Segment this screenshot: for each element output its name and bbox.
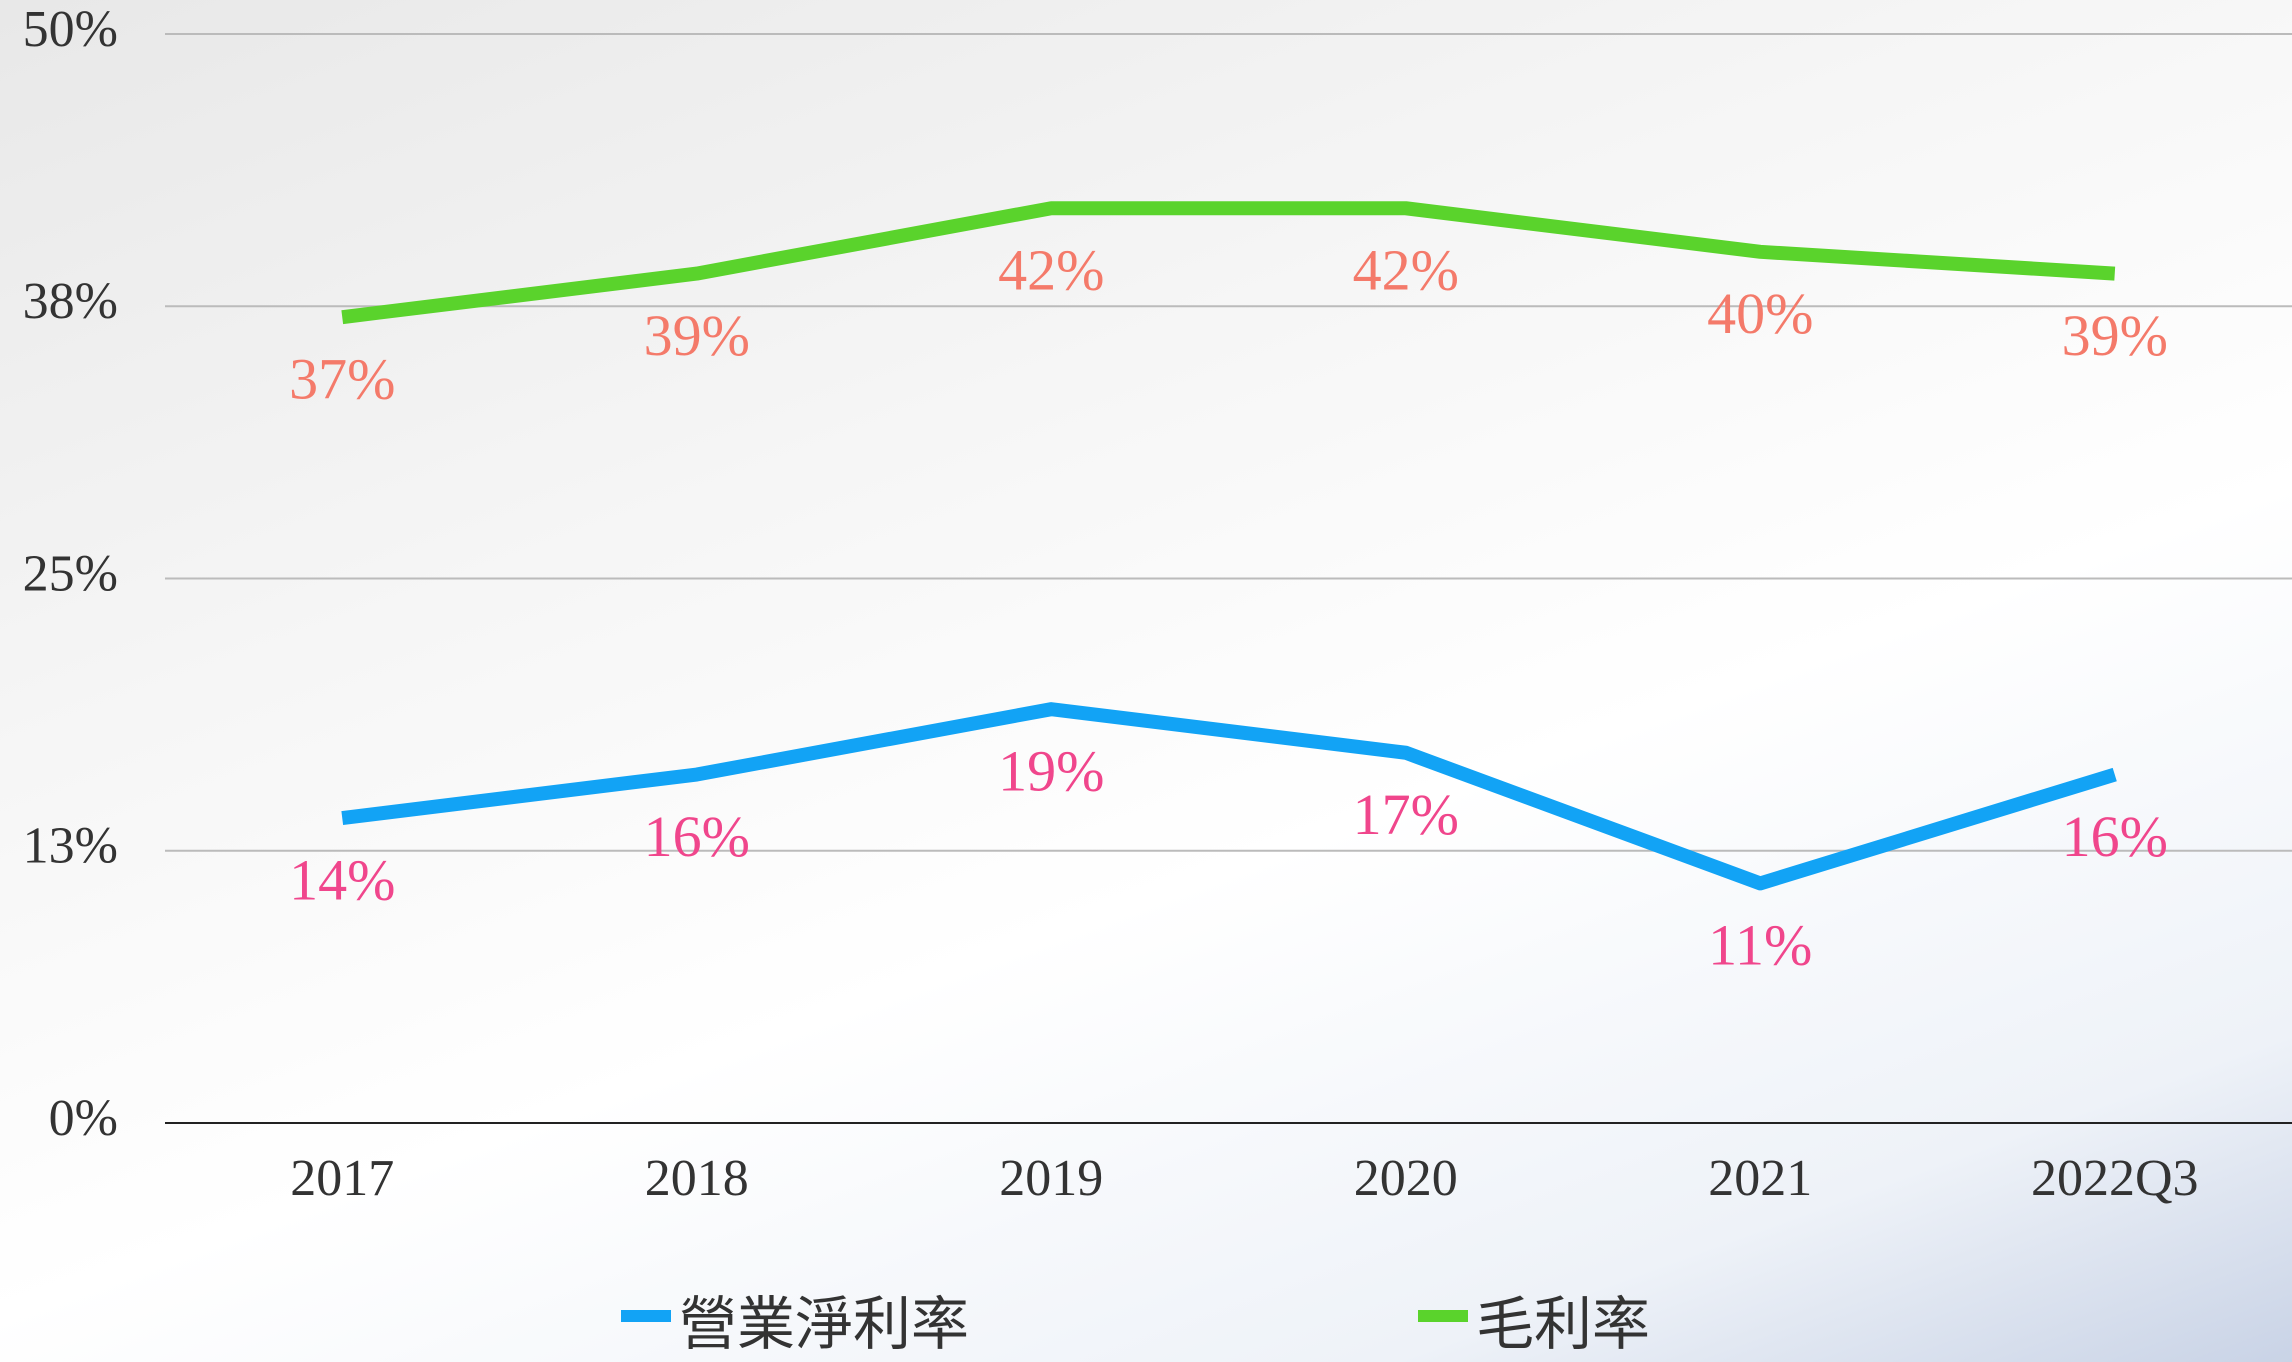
legend-label: 毛利率 <box>1476 1290 1650 1358</box>
x-tick-label: 2019 <box>999 1150 1103 1207</box>
data-label: 11% <box>1708 913 1812 978</box>
x-tick-label: 2022Q3 <box>2031 1150 2199 1207</box>
y-tick-label: 0% <box>49 1090 118 1147</box>
x-tick-label: 2020 <box>1354 1150 1458 1207</box>
data-label: 16% <box>644 804 750 869</box>
data-label: 39% <box>2062 303 2168 368</box>
data-label: 42% <box>998 238 1104 303</box>
series-line <box>341 201 2116 325</box>
data-label: 19% <box>998 738 1104 803</box>
x-tick-label: 2021 <box>1708 1150 1812 1207</box>
legend-label: 營業淨利率 <box>679 1290 969 1358</box>
data-label: 14% <box>289 847 395 912</box>
legend-swatch <box>621 1310 671 1322</box>
data-label: 16% <box>2062 804 2168 869</box>
y-tick-label: 38% <box>23 273 118 330</box>
y-tick-label: 50% <box>23 1 118 58</box>
data-label: 37% <box>289 346 395 411</box>
data-label: 42% <box>1353 238 1459 303</box>
y-tick-label: 25% <box>23 545 118 602</box>
legend-swatch <box>1418 1310 1468 1322</box>
data-label: 39% <box>644 303 750 368</box>
x-tick-label: 2017 <box>290 1150 394 1207</box>
series-line <box>341 702 2117 891</box>
data-label: 17% <box>1353 782 1459 847</box>
x-tick-label: 2018 <box>645 1150 749 1207</box>
y-tick-label: 13% <box>23 818 118 875</box>
data-label: 40% <box>1707 281 1813 346</box>
